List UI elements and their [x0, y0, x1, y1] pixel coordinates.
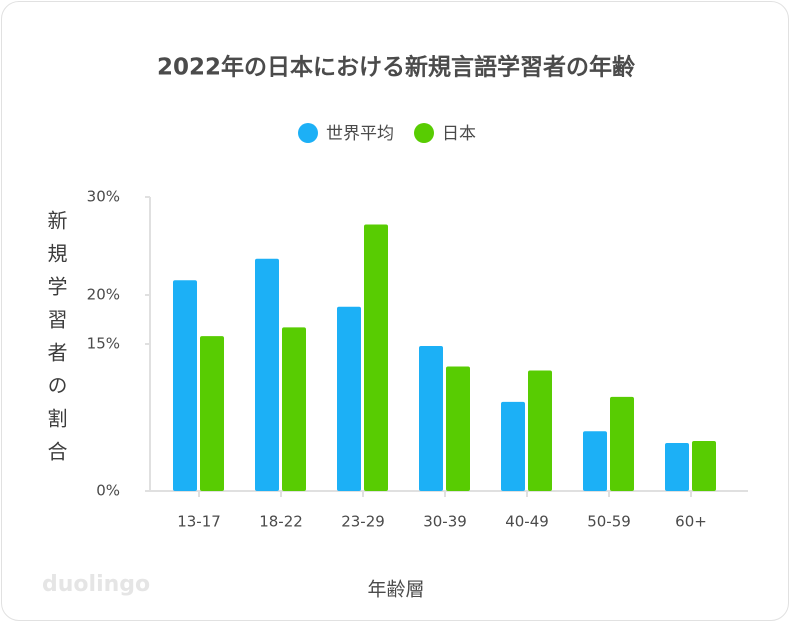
bar	[528, 370, 552, 491]
x-tick-label: 30-39	[423, 513, 467, 531]
x-tick-label: 60+	[675, 513, 707, 531]
bar	[282, 327, 306, 491]
bar	[665, 442, 689, 491]
bar	[337, 306, 361, 491]
bar	[446, 366, 470, 491]
bar	[610, 396, 634, 491]
bar	[692, 441, 716, 491]
x-tick-label: 50-59	[587, 513, 631, 531]
bar	[419, 345, 443, 491]
y-tick-label: 0%	[96, 482, 120, 500]
legend-marker	[414, 123, 434, 143]
legend-label: 日本	[442, 124, 476, 144]
x-tick-label: 13-17	[177, 513, 221, 531]
x-tick-label: 18-22	[259, 513, 303, 531]
watermark: duolingo	[42, 572, 150, 597]
bar	[255, 258, 279, 491]
legend-label: 世界平均	[326, 124, 394, 144]
bar	[364, 224, 388, 491]
chart-title: 2022年の日本における新規言語学習者の年齢	[157, 54, 635, 81]
y-tick-label: 20%	[87, 286, 120, 304]
bar	[583, 431, 607, 491]
legend-marker	[298, 123, 318, 143]
bar	[501, 401, 525, 491]
bar	[200, 336, 224, 491]
x-tick-label: 23-29	[341, 513, 385, 531]
y-tick-label: 30%	[87, 188, 120, 206]
bar	[173, 280, 197, 491]
y-axis-label: 新規学習者の割合	[44, 210, 68, 474]
x-tick-label: 40-49	[505, 513, 549, 531]
y-tick-label: 15%	[87, 335, 120, 353]
x-axis-label: 年齢層	[367, 579, 424, 601]
